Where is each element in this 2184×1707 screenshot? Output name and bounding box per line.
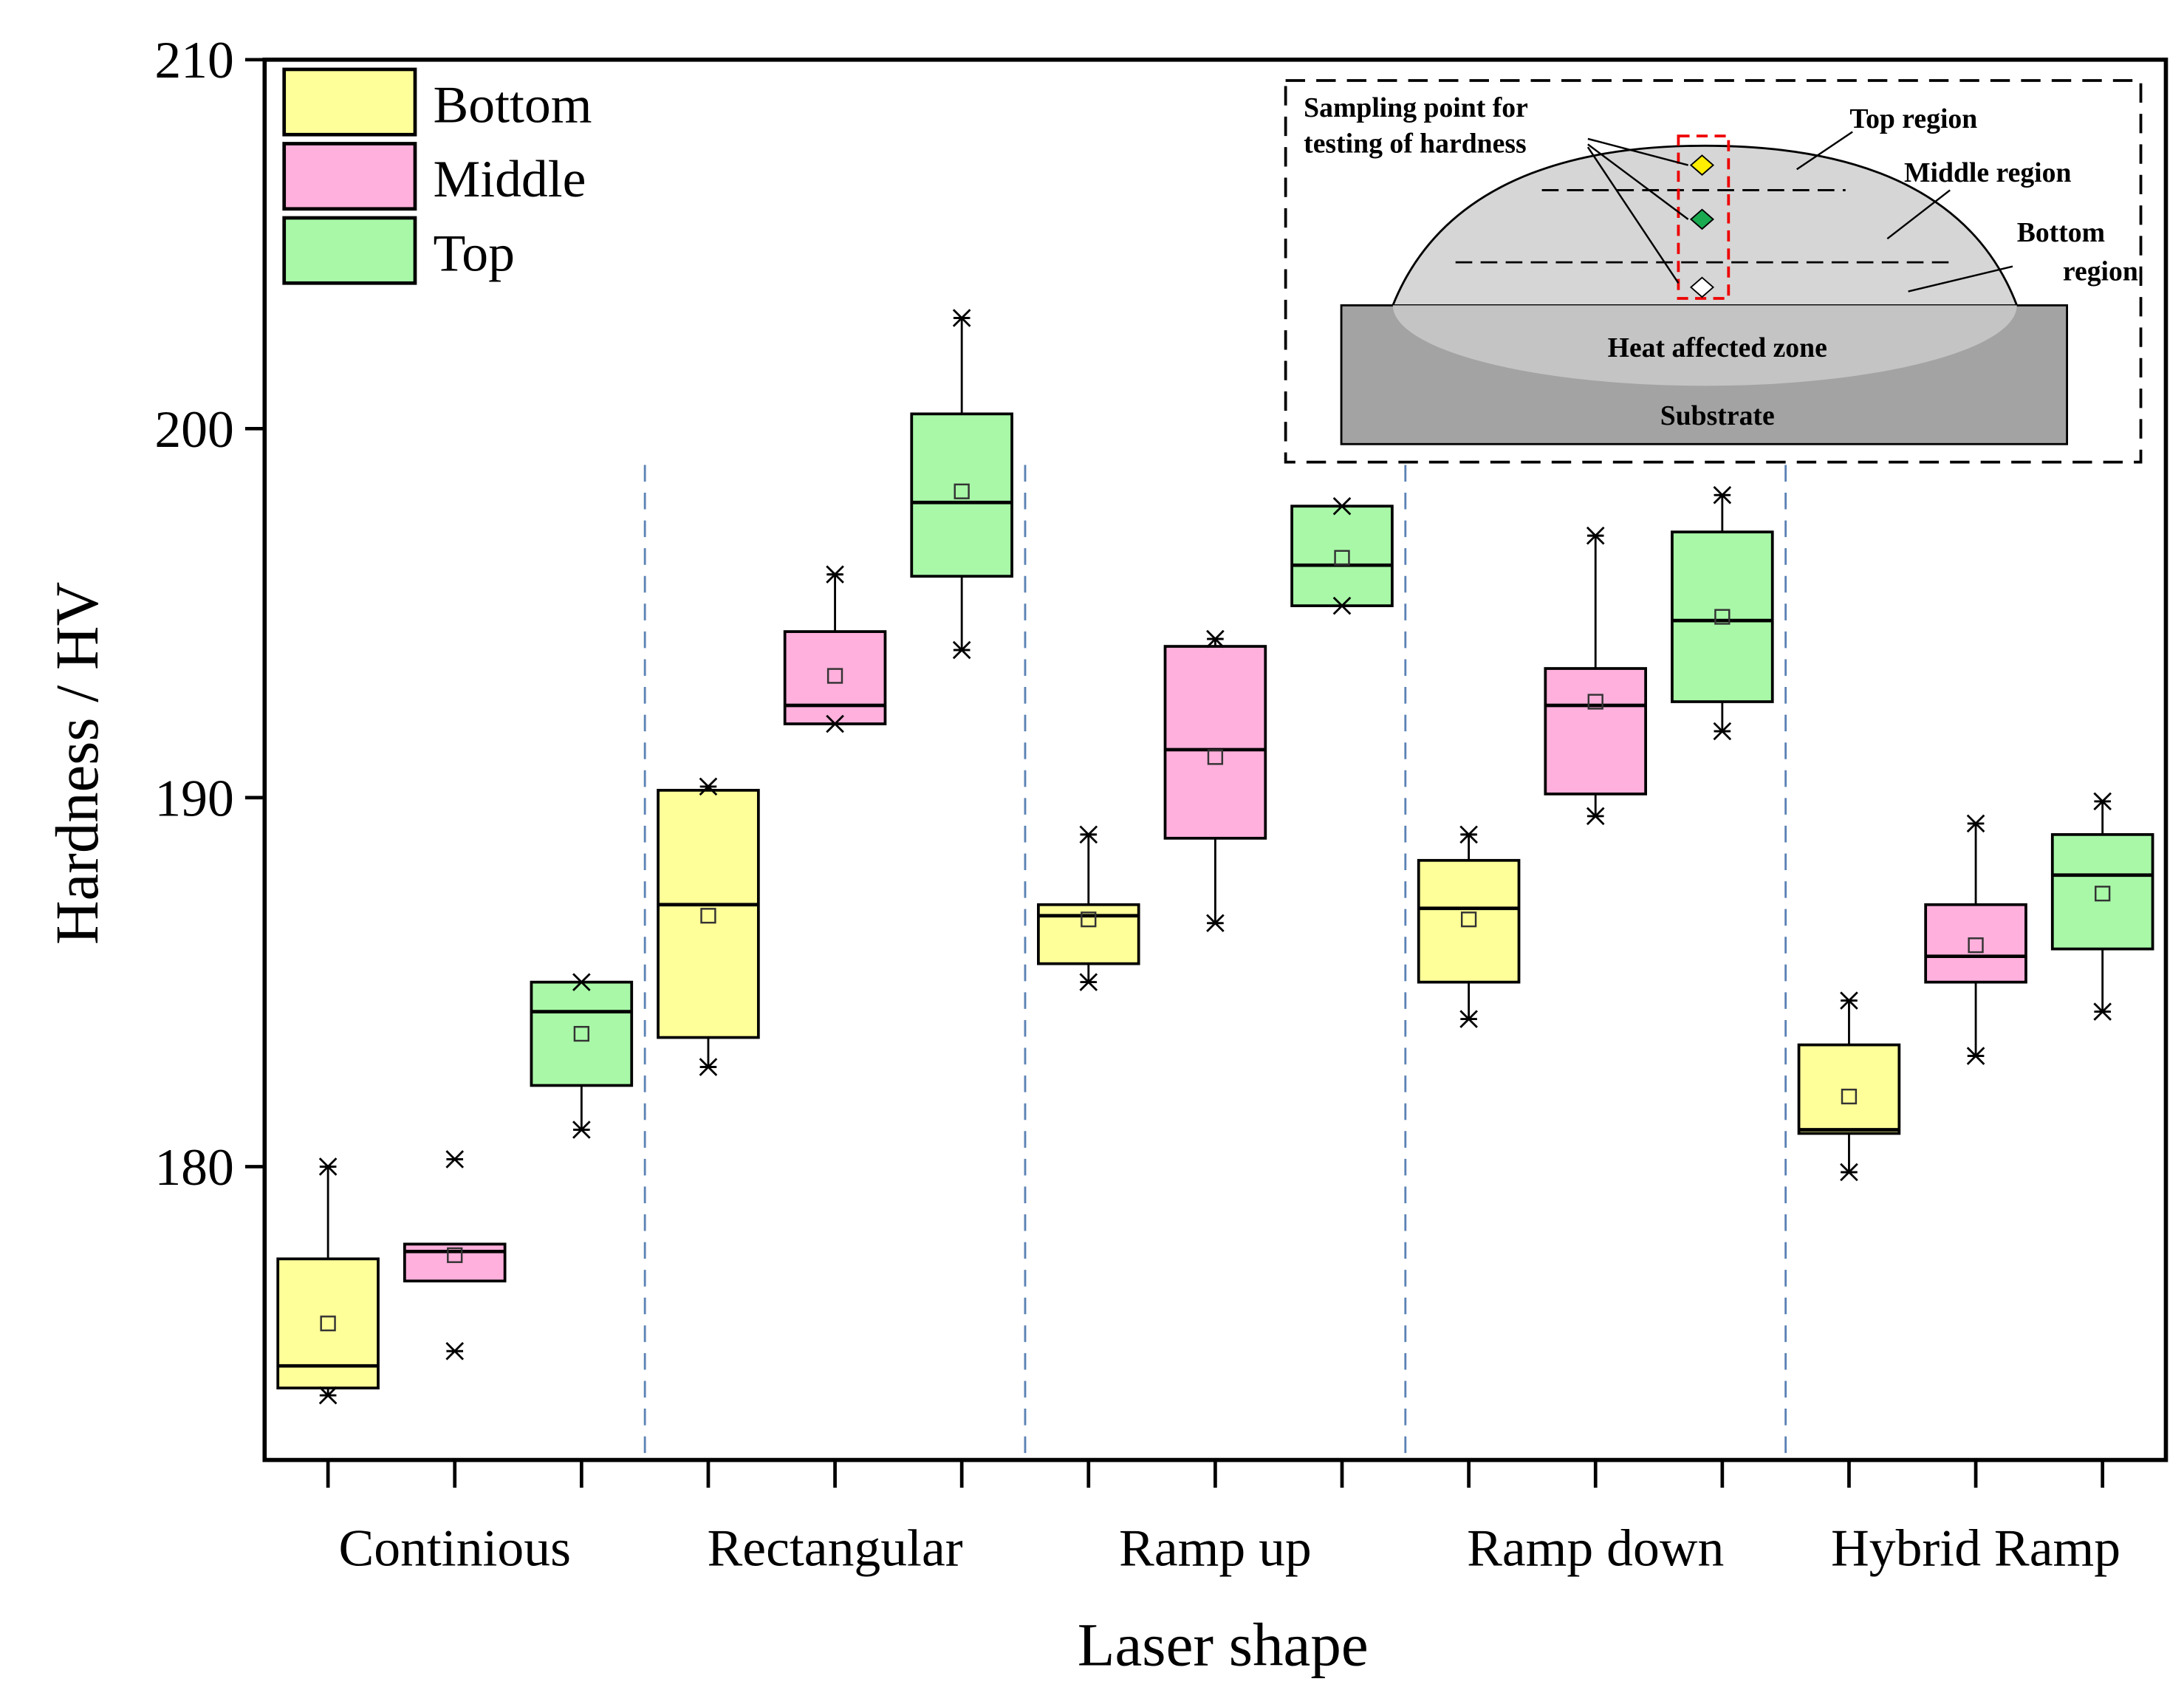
extreme-marker bbox=[2093, 792, 2112, 811]
mean-marker bbox=[1714, 609, 1731, 625]
inset-label: Substrate bbox=[1660, 400, 1775, 431]
inset-frame bbox=[1284, 79, 2143, 464]
extreme-marker bbox=[1586, 807, 1605, 826]
inset-label: Top region bbox=[1849, 103, 1977, 134]
extreme-marker bbox=[1459, 1010, 1478, 1028]
box bbox=[1163, 645, 1267, 840]
extreme-marker bbox=[952, 640, 971, 660]
box bbox=[1290, 504, 1394, 607]
extreme-marker bbox=[826, 714, 844, 733]
inset-diagram: Sampling point for testing of hardness T… bbox=[1284, 79, 2143, 464]
extreme-marker bbox=[1079, 825, 1098, 844]
legend-label: Bottom bbox=[433, 75, 592, 134]
y-tick-label: 190 bbox=[154, 769, 233, 827]
extreme-marker bbox=[1840, 1163, 1858, 1182]
x-tick-label: Rectangular bbox=[707, 1519, 962, 1577]
y-tick-label: 180 bbox=[154, 1138, 233, 1197]
mean-marker bbox=[1460, 911, 1477, 928]
extreme-marker bbox=[1206, 629, 1225, 649]
box bbox=[1417, 858, 1521, 984]
mean-marker bbox=[447, 1247, 463, 1263]
haz-zone bbox=[1392, 305, 2017, 386]
extreme-marker bbox=[1206, 914, 1225, 932]
extreme-marker bbox=[1586, 526, 1605, 545]
mean-marker bbox=[573, 1025, 589, 1042]
mean-marker bbox=[700, 908, 716, 924]
mean-marker bbox=[954, 483, 970, 499]
inset-label: Middle region bbox=[1904, 157, 2072, 188]
box bbox=[276, 1257, 380, 1390]
box bbox=[1544, 667, 1648, 796]
extreme-marker bbox=[699, 1058, 718, 1076]
box bbox=[783, 630, 887, 725]
inset-label: Bottom bbox=[2017, 217, 2105, 248]
mean-marker bbox=[1334, 550, 1350, 566]
y-axis-title: Hardness / HV bbox=[43, 582, 111, 945]
mean-marker bbox=[1968, 937, 1984, 954]
extreme-marker bbox=[1713, 485, 1732, 504]
extreme-marker bbox=[572, 973, 591, 991]
legend-label: Top bbox=[433, 224, 514, 282]
mean-marker bbox=[320, 1316, 336, 1332]
box bbox=[1924, 903, 2027, 984]
extreme-marker bbox=[572, 1121, 591, 1139]
extreme-marker bbox=[1966, 814, 1985, 833]
legend-swatch bbox=[282, 142, 417, 211]
box bbox=[910, 412, 1013, 578]
sample-point bbox=[1689, 208, 1715, 230]
extreme-marker bbox=[445, 1341, 465, 1361]
extreme-marker bbox=[2093, 1002, 2112, 1021]
extreme-marker bbox=[1079, 973, 1098, 991]
extreme-marker bbox=[952, 309, 971, 327]
x-tick-label: Ramp up bbox=[1119, 1519, 1312, 1577]
legend-swatch bbox=[282, 216, 417, 285]
extreme-marker bbox=[1332, 496, 1352, 516]
x-tick-label: Continious bbox=[338, 1519, 571, 1577]
box bbox=[657, 789, 760, 1039]
box bbox=[530, 980, 634, 1087]
mean-marker bbox=[2095, 886, 2111, 902]
extreme-marker bbox=[826, 565, 844, 584]
extreme-marker bbox=[1966, 1047, 1985, 1065]
legend-label: Middle bbox=[433, 150, 586, 208]
x-tick-label: Ramp down bbox=[1467, 1519, 1724, 1577]
mean-marker bbox=[1207, 749, 1224, 765]
mean-marker bbox=[1081, 911, 1097, 928]
extreme-marker bbox=[445, 1150, 465, 1169]
x-tick-label: Hybrid Ramp bbox=[1831, 1519, 2120, 1577]
inset-label: region bbox=[2063, 256, 2138, 287]
mean-marker bbox=[826, 668, 843, 684]
mean-marker bbox=[1841, 1088, 1858, 1105]
inset-label: Heat affected zone bbox=[1608, 332, 1827, 363]
extreme-marker bbox=[1840, 991, 1858, 1010]
extreme-marker bbox=[318, 1386, 338, 1405]
mean-marker bbox=[1587, 694, 1603, 710]
extreme-marker bbox=[1713, 722, 1732, 741]
extreme-marker bbox=[1459, 825, 1478, 844]
box bbox=[1037, 903, 1140, 965]
sample-point bbox=[1689, 276, 1715, 298]
extreme-marker bbox=[1332, 596, 1352, 615]
legend-swatch bbox=[282, 67, 417, 137]
pointer-lines bbox=[1586, 131, 2013, 293]
sampling-box bbox=[1677, 134, 1731, 300]
y-tick-label: 200 bbox=[154, 400, 233, 459]
y-tick-label: 210 bbox=[154, 31, 233, 89]
box bbox=[1671, 530, 1774, 703]
extreme-marker bbox=[699, 777, 718, 796]
x-axis-title: Laser shape bbox=[1078, 1611, 1369, 1679]
sample-point bbox=[1689, 154, 1715, 176]
box bbox=[2050, 832, 2154, 951]
inset-label: Sampling point for bbox=[1304, 92, 1528, 123]
inset-label: testing of hardness bbox=[1304, 129, 1527, 160]
extreme-marker bbox=[318, 1157, 338, 1176]
